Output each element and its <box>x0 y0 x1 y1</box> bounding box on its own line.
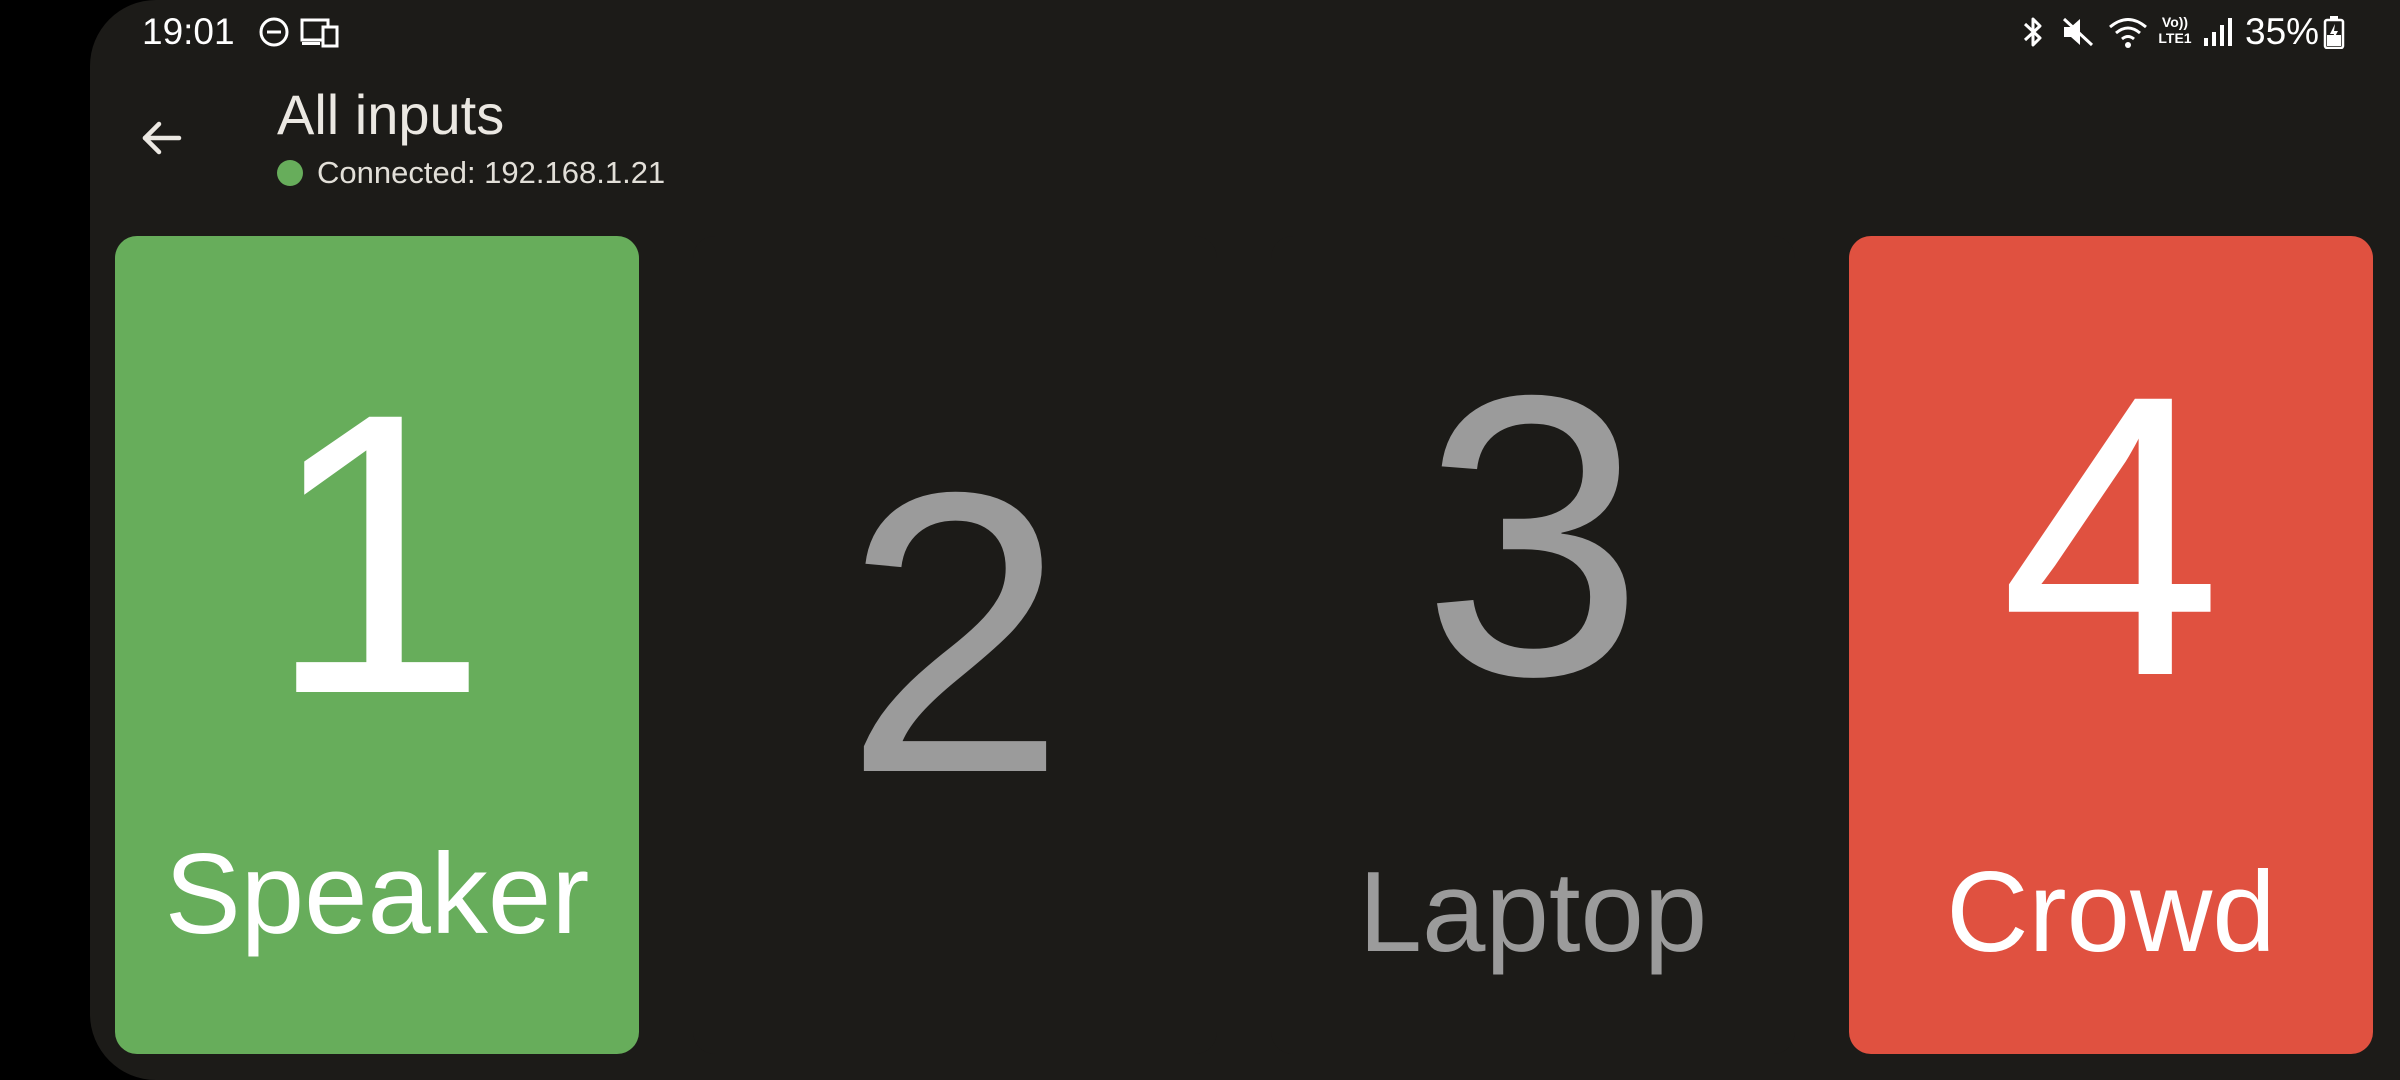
devices-icon <box>298 14 342 50</box>
input-number: 4 <box>1999 312 2223 759</box>
input-number: 3 <box>1421 312 1645 759</box>
wifi-icon <box>2106 14 2150 50</box>
input-number: 2 <box>843 409 1067 856</box>
input-label: Crowd <box>1946 849 2276 976</box>
status-bar: 19:01 Vo)) LTE1 35% <box>90 0 2400 66</box>
input-label: Laptop <box>1358 849 1708 976</box>
back-button[interactable] <box>128 105 194 171</box>
bluetooth-icon <box>2018 14 2048 50</box>
signal-icon <box>2200 14 2236 50</box>
connection-status-dot <box>277 160 303 186</box>
input-number: 1 <box>265 330 489 777</box>
mute-icon <box>2058 14 2098 50</box>
app-screen: 19:01 Vo)) LTE1 35% All inputs <box>90 0 2400 1080</box>
input-tile-2[interactable]: 2 <box>693 236 1217 1054</box>
page-title: All inputs <box>277 83 505 146</box>
input-label: Speaker <box>164 831 590 958</box>
input-tile-3[interactable]: 3 Laptop <box>1271 236 1795 1054</box>
status-time: 19:01 <box>142 11 235 52</box>
arrow-left-icon <box>142 121 182 155</box>
battery-percentage: 35% <box>2245 11 2320 52</box>
do-not-disturb-icon <box>256 14 292 50</box>
battery-charging-icon <box>2322 14 2346 50</box>
input-tile-4[interactable]: 4 Crowd <box>1849 236 2373 1054</box>
connection-status-text: Connected: 192.168.1.21 <box>317 155 666 190</box>
network-type-label: Vo)) LTE1 <box>2158 14 2192 46</box>
connection-status: Connected: 192.168.1.21 <box>277 153 665 193</box>
input-tile-1[interactable]: 1 Speaker <box>115 236 639 1054</box>
